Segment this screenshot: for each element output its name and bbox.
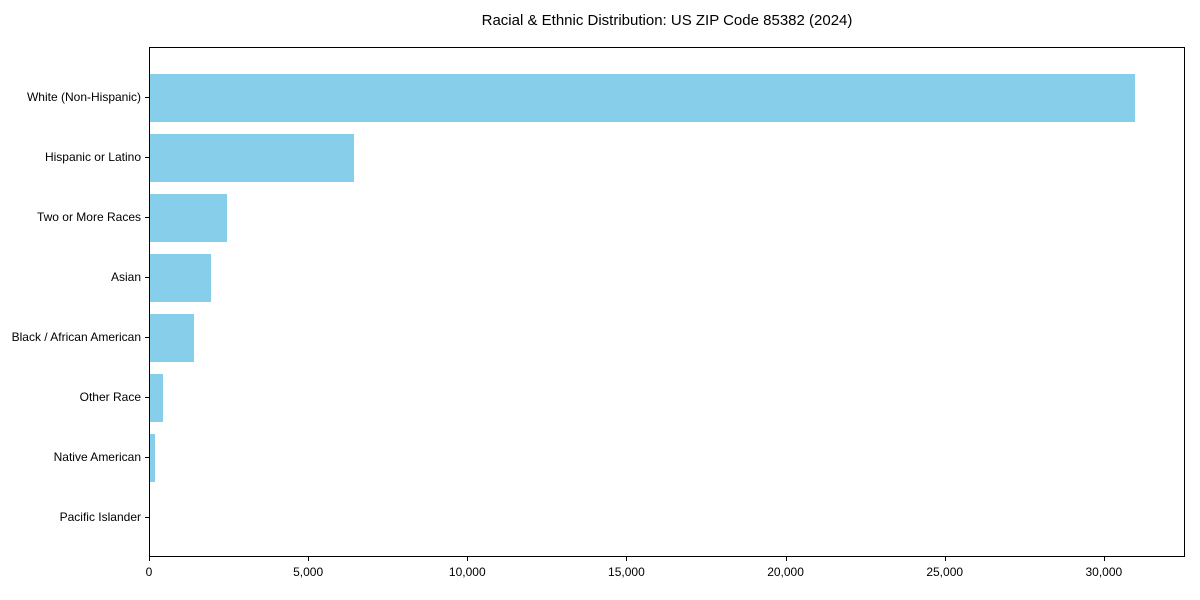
bar — [150, 74, 1135, 122]
y-tick-mark — [145, 516, 149, 518]
x-tick-label: 0 — [145, 565, 153, 579]
y-axis: White (Non-Hispanic) Hispanic or Latino Tw… — [0, 47, 149, 577]
y-tick-mark — [145, 456, 149, 458]
bar-row — [150, 68, 1184, 128]
y-row: White (Non-Hispanic) — [0, 67, 149, 127]
y-row: Hispanic or Latino — [0, 127, 149, 187]
y-tick-label: Other Race — [79, 390, 141, 404]
y-tick-label: White (Non-Hispanic) — [26, 90, 141, 104]
bar-row — [150, 368, 1184, 428]
bar-row — [150, 428, 1184, 488]
bar-row — [150, 248, 1184, 308]
chart-title: Racial & Ethnic Distribution: US ZIP Cod… — [481, 12, 853, 29]
bar — [150, 134, 355, 182]
y-row: Pacific Islander — [0, 487, 149, 547]
y-row: Asian — [0, 247, 149, 307]
x-tick-mark — [467, 557, 469, 561]
x-tick-mark — [1103, 557, 1105, 561]
x-tick-label: 10,000 — [448, 565, 486, 579]
bar — [150, 254, 211, 302]
y-tick-mark — [145, 156, 149, 158]
y-tick-label: Asian — [110, 270, 141, 284]
y-tick-mark — [145, 396, 149, 398]
y-tick-mark — [145, 276, 149, 278]
y-row: Other Race — [0, 367, 149, 427]
plot-area — [149, 47, 1185, 557]
bar-row — [150, 308, 1184, 368]
y-tick-label: Pacific Islander — [59, 510, 141, 524]
x-tick-label: 5,000 — [293, 565, 324, 579]
y-tick-label: Native American — [53, 450, 141, 464]
y-tick-mark — [145, 216, 149, 218]
x-tick-mark — [149, 557, 150, 561]
bar-row — [150, 128, 1184, 188]
x-tick-label: 20,000 — [767, 565, 804, 579]
x-tick-label: 15,000 — [608, 565, 645, 579]
y-tick-label: Two or More Races — [36, 210, 141, 224]
x-tick-label: 30,000 — [1085, 565, 1123, 579]
x-tick-mark — [944, 557, 946, 561]
y-tick-label: Black / African American — [11, 330, 141, 344]
y-row: Black / African American — [0, 307, 149, 367]
bar — [150, 314, 194, 362]
x-tick-label: 25,000 — [926, 565, 964, 579]
bar — [150, 374, 164, 422]
x-tick-mark — [308, 557, 310, 561]
bar — [150, 194, 227, 242]
bar-row — [150, 188, 1184, 248]
y-row: Native American — [0, 427, 149, 487]
y-tick-label: Hispanic or Latino — [44, 150, 141, 164]
x-axis: 0 5,000 10,000 15,000 20,000 25,000 30,000 — [145, 557, 1185, 593]
y-row: Two or More Races — [0, 187, 149, 247]
bar — [150, 434, 155, 482]
bar-row — [150, 488, 1184, 548]
y-tick-mark — [145, 336, 149, 338]
x-tick-mark — [626, 557, 628, 561]
y-tick-mark — [145, 96, 149, 98]
x-tick-mark — [785, 557, 787, 561]
